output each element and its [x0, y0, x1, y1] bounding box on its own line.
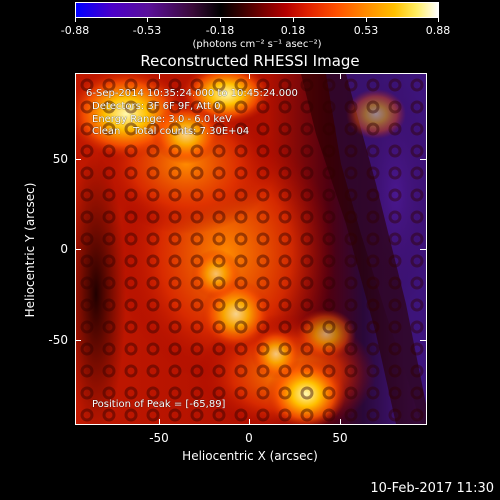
y-axis-title: Heliocentric Y (arcsec) — [23, 182, 37, 318]
peak-position-label: Position of Peak = [-65,89] — [92, 399, 226, 410]
energy-range-label: Energy Range: 3.0 - 6.0 keV — [92, 114, 232, 125]
image-plot: 6-Sep-2014 10:35:24.000 to 10:45:24.000 … — [75, 73, 427, 425]
x-axis-title: Heliocentric X (arcsec) — [182, 449, 318, 463]
colorbar — [75, 2, 439, 18]
colorbar-tick-label: -0.88 — [60, 24, 90, 37]
x-tick-label: 50 — [332, 431, 348, 445]
rhessi-image-map — [76, 74, 426, 424]
colorbar-tick-label: -0.18 — [205, 24, 235, 37]
time-range-label: 6-Sep-2014 10:35:24.000 to 10:45:24.000 — [86, 88, 298, 99]
datestamp: 10-Feb-2017 11:30 — [370, 481, 494, 496]
colorbar-tick-label: -0.53 — [132, 24, 162, 37]
x-tick-label: -50 — [149, 431, 169, 445]
colorbar-axis: -0.88 -0.53 -0.18 0.18 0.53 0.88 — [61, 0, 450, 40]
clean-total-counts-label: Clean Total counts: 7.30E+04 — [92, 126, 250, 137]
colorbar-units: (photons cm⁻² s⁻¹ asec⁻²) — [192, 39, 322, 50]
plot-title: Reconstructed RHESSI Image — [140, 52, 360, 70]
colorbar-tick-label: 0.18 — [280, 24, 306, 37]
x-tick-label: 0 — [245, 431, 253, 445]
colorbar-tick-label: 0.88 — [425, 24, 451, 37]
y-tick-label: -50 — [48, 333, 68, 347]
y-tick-label: 50 — [52, 152, 68, 166]
y-tick-label: 0 — [60, 242, 68, 256]
detectors-label: Detectors: 3F 6F 9F, Att 0 — [92, 101, 221, 112]
colorbar-tick-label: 0.53 — [353, 24, 379, 37]
